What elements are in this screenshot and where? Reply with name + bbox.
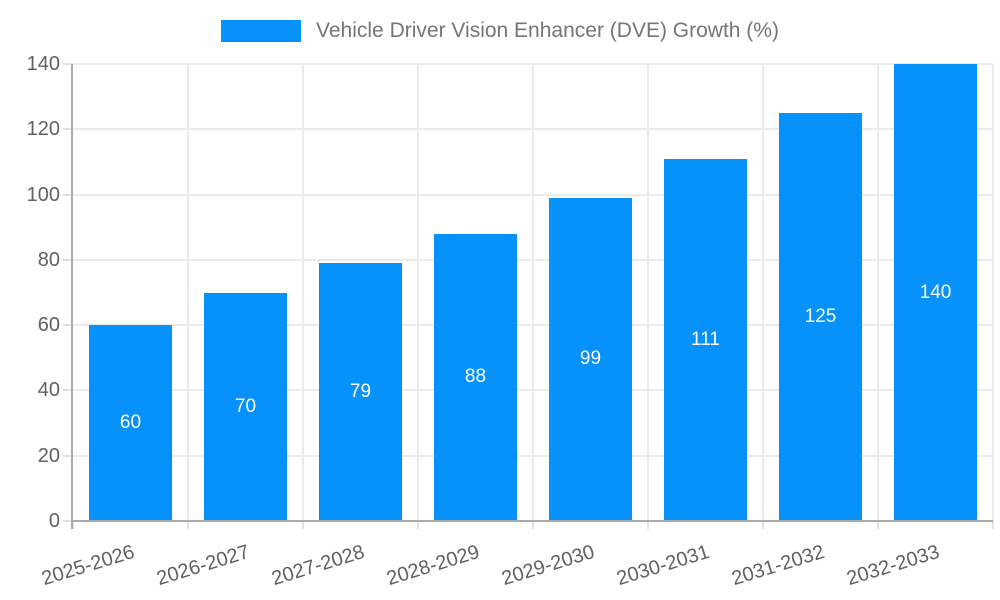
y-axis-tick [63,389,73,392]
bar[interactable]: 79 [319,263,402,521]
y-tick-label: 40 [37,379,60,402]
bar[interactable]: 60 [89,325,172,521]
bar-value-label: 111 [691,328,720,350]
x-tick-label: 2028-2029 [384,541,482,591]
y-axis-tick [63,128,73,131]
x-tick-label: 2032-2033 [844,541,942,591]
v-gridline [532,64,534,521]
y-axis-line [71,64,73,529]
x-tick-label: 2030-2031 [614,541,712,591]
y-axis-tick [63,258,73,261]
x-axis-tick [417,521,419,529]
bar[interactable]: 125 [779,112,862,521]
bar-value-label: 70 [234,395,257,417]
x-tick-label: 2027-2028 [269,541,367,591]
x-axis-tick [762,521,764,529]
chart-legend[interactable]: Vehicle Driver Vision Enhancer (DVE) Gro… [0,20,1000,42]
x-axis-tick [302,521,304,529]
legend-label: Vehicle Driver Vision Enhancer (DVE) Gro… [316,19,779,42]
bar[interactable]: 140 [894,64,977,521]
legend-swatch-icon [221,20,302,42]
y-axis-tick [63,193,73,196]
bar-value-label: 125 [804,305,837,327]
y-axis-tick [63,520,73,522]
bar-value-label: 99 [579,348,602,370]
bar[interactable]: 99 [549,197,632,521]
bar[interactable]: 88 [434,233,517,521]
v-gridline [302,64,304,521]
bar-value-label: 88 [464,366,487,388]
v-gridline [417,64,419,521]
v-gridline [762,64,764,521]
x-axis-line [71,520,993,522]
plot-area: 60 70 79 88 99 111 125 140 [73,63,994,521]
y-tick-label: 120 [26,118,60,141]
x-axis-tick [532,521,534,529]
v-gridline [187,64,189,521]
x-axis-tick [877,521,879,529]
x-axis-tick [647,521,649,529]
x-tick-label: 2031-2032 [729,541,827,591]
x-tick-label: 2026-2027 [154,541,252,591]
y-axis-tick [63,63,73,65]
y-axis-tick [63,454,73,457]
y-tick-label: 140 [26,53,60,75]
y-tick-label: 80 [37,248,60,271]
y-tick-label: 20 [37,444,60,467]
v-gridline [877,64,879,521]
y-tick-label: 100 [26,183,60,206]
bar[interactable]: 111 [664,158,747,521]
bar-value-label: 140 [919,281,952,303]
bar-value-label: 60 [119,412,142,434]
y-axis-tick [63,324,73,327]
x-axis-tick [72,521,74,529]
y-tick-label: 60 [37,314,60,337]
v-gridline [992,64,994,521]
v-gridline [647,64,649,521]
x-tick-label: 2029-2030 [499,541,597,591]
y-tick-label: 0 [48,510,60,532]
x-axis-tick [992,521,994,529]
x-axis-tick [187,521,189,529]
bar[interactable]: 70 [204,292,287,521]
x-tick-label: 2025-2026 [39,541,137,591]
bar-value-label: 79 [349,381,372,403]
